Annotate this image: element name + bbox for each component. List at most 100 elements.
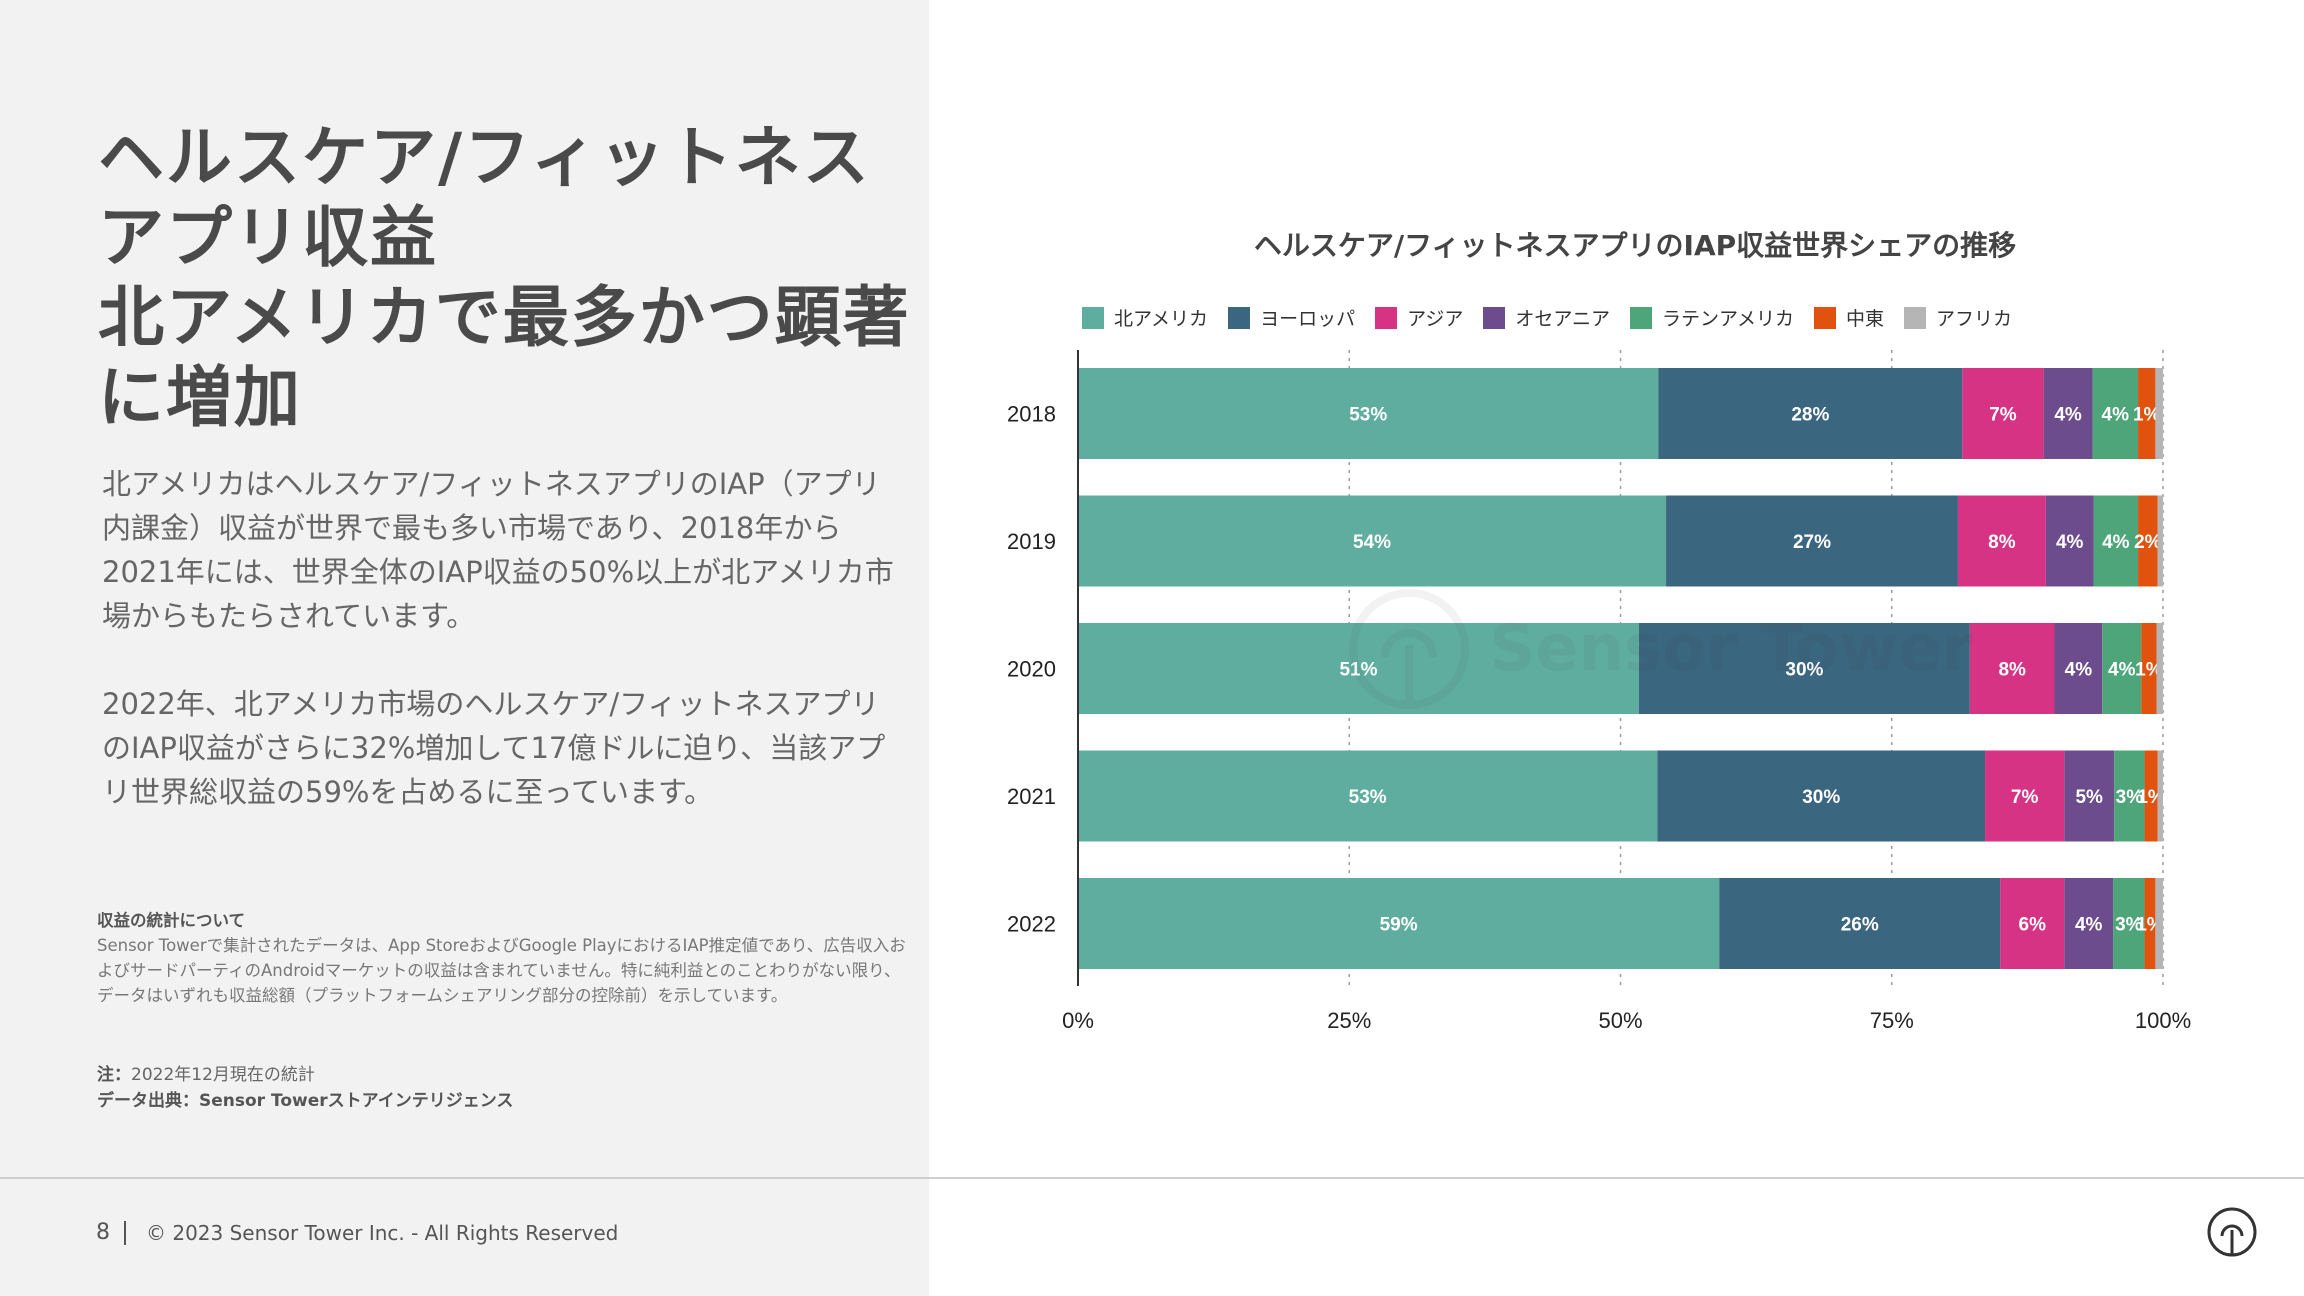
data-label: 7% xyxy=(1989,405,2017,426)
bar-segment xyxy=(2156,623,2163,714)
data-label: 4% xyxy=(2056,532,2084,553)
data-label: 4% xyxy=(2108,660,2136,681)
legend-item-north-america: 北アメリカ xyxy=(1082,304,1208,331)
bar-segment xyxy=(2064,878,2114,969)
data-label: 4% xyxy=(2102,405,2130,426)
bar-segment xyxy=(1078,623,1639,714)
data-label: 5% xyxy=(2075,787,2103,808)
data-label: 3% xyxy=(2116,787,2144,808)
bar-segment xyxy=(2114,750,2145,842)
legend-swatch xyxy=(1483,306,1506,329)
legend-swatch xyxy=(1375,306,1398,329)
body-paragraph-1: 北アメリカはヘルスケア/フィットネスアプリのIAP（アプリ内課金）収益が世界で最… xyxy=(102,467,894,633)
bar-segment xyxy=(1666,495,1958,587)
data-label: 3% xyxy=(2115,915,2143,936)
data-label: 4% xyxy=(2054,405,2082,426)
y-tick-label: 2019 xyxy=(1007,529,1056,554)
sensor-tower-logo-icon xyxy=(2207,1207,2257,1257)
legend-label: オセアニア xyxy=(1515,308,1610,330)
page-number: 8 xyxy=(96,1220,110,1245)
bar-segment xyxy=(2043,368,2093,459)
bar-segment xyxy=(2144,878,2156,969)
legend-label: ラテンアメリカ xyxy=(1661,308,1795,330)
note-line: 注：2022年12月現在の統計 xyxy=(97,1062,907,1088)
legend-label: 北アメリカ xyxy=(1114,308,1209,330)
bar-segment xyxy=(1078,878,1720,969)
bar-segment xyxy=(2138,368,2156,459)
note-text: 2022年12月現在の統計 xyxy=(131,1065,315,1085)
source-line: データ出典：Sensor Towerストアインテリジェンス xyxy=(97,1088,907,1114)
bar-segment xyxy=(2102,623,2142,714)
bar-segment xyxy=(2157,495,2163,587)
data-label: 6% xyxy=(2019,915,2047,936)
chart-title: ヘルスケア/フィットネスアプリのIAP収益世界シェアの推移 xyxy=(1253,229,2017,262)
bar-segment xyxy=(1985,750,2065,842)
data-label: 53% xyxy=(1349,787,1387,808)
bar-segment xyxy=(1657,750,1986,842)
bar-segment xyxy=(2000,878,2065,969)
bar-segment xyxy=(2155,878,2163,969)
x-tick-label: 50% xyxy=(1598,1008,1642,1033)
footer: 8 © 2023 Sensor Tower Inc. - All Rights … xyxy=(96,1220,618,1245)
headline: ヘルスケア/フィットネス アプリ収益 北アメリカで最多かつ顕著 に増加 xyxy=(98,118,918,438)
copyright: © 2023 Sensor Tower Inc. - All Rights Re… xyxy=(146,1220,619,1245)
x-tick-label: 100% xyxy=(2135,1008,2191,1033)
x-tick-label: 25% xyxy=(1327,1008,1371,1033)
legend-item-europe: ヨーロッパ xyxy=(1228,304,1355,331)
headline-line-3: 北アメリカで最多かつ顕著 xyxy=(98,279,911,356)
data-label: 8% xyxy=(1988,532,2016,553)
body-paragraph-2: 2022年、北アメリカ市場のヘルスケア/フィットネスアプリのIAP収益がさらに3… xyxy=(102,687,886,809)
data-label: 1% xyxy=(2133,405,2161,426)
headline-line-4: に増加 xyxy=(98,359,302,436)
bar-segment xyxy=(1078,495,1667,587)
bar-segment xyxy=(2144,750,2158,842)
legend-swatch xyxy=(1904,306,1927,329)
body-text: 北アメリカはヘルスケア/フィットネスアプリのIAP（アプリ内課金）収益が世界で最… xyxy=(102,462,902,858)
y-tick-label: 2020 xyxy=(1007,657,1056,682)
data-label: 2% xyxy=(2134,532,2162,553)
legend-swatch xyxy=(1814,306,1837,329)
data-label: 27% xyxy=(1793,532,1831,553)
bar-segment xyxy=(2155,368,2163,459)
x-tick-label: 0% xyxy=(1062,1008,1094,1033)
bar-segment xyxy=(1078,368,1659,459)
headline-line-2: アプリ収益 xyxy=(98,199,438,276)
bar-segment xyxy=(1962,368,2044,459)
y-tick-label: 2021 xyxy=(1007,784,1056,809)
y-tick-label: 2022 xyxy=(1007,912,1056,937)
revenue-note-title: 収益の統計について xyxy=(97,911,246,930)
bar-segment xyxy=(1078,750,1658,842)
legend-item-asia: アジア xyxy=(1375,304,1463,331)
legend-item-latin-america: ラテンアメリカ xyxy=(1629,304,1795,331)
x-tick-label: 75% xyxy=(1870,1008,1914,1033)
legend-item-oceania: オセアニア xyxy=(1483,304,1610,331)
bar-segment xyxy=(1719,878,2001,969)
data-label: 51% xyxy=(1339,660,1377,681)
data-label: 28% xyxy=(1791,405,1829,426)
data-label: 26% xyxy=(1841,915,1879,936)
data-label: 4% xyxy=(2102,532,2130,553)
bar-segment xyxy=(2113,878,2145,969)
source-label: データ出典： xyxy=(97,1091,199,1111)
data-label: 30% xyxy=(1785,660,1823,681)
headline-line-1: ヘルスケア/フィットネス xyxy=(98,119,871,196)
legend-label: アフリカ xyxy=(1936,308,2013,330)
bar-segment xyxy=(1957,495,2046,587)
data-label: 1% xyxy=(2135,660,2163,681)
bar-segment xyxy=(2141,623,2157,714)
bar-segment xyxy=(1969,623,2055,714)
bar-segment xyxy=(1658,368,1963,459)
legend-item-middle-east: 中東 xyxy=(1814,304,1884,331)
data-label: 53% xyxy=(1349,405,1387,426)
data-label: 8% xyxy=(1998,660,2026,681)
bar-segment xyxy=(2064,750,2115,842)
data-label: 4% xyxy=(2065,660,2093,681)
legend-label: 中東 xyxy=(1846,308,1885,330)
legend-item-africa: アフリカ xyxy=(1904,304,2012,331)
revenue-note-text: Sensor Towerで集計されたデータは、App StoreおよびGoogl… xyxy=(97,936,906,1005)
footer-divider xyxy=(0,1177,2304,1179)
source-text: Sensor Towerストアインテリジェンス xyxy=(199,1091,514,1111)
footer-separator xyxy=(124,1220,126,1245)
left-panel xyxy=(0,0,929,1296)
bar-segment xyxy=(2093,495,2139,587)
